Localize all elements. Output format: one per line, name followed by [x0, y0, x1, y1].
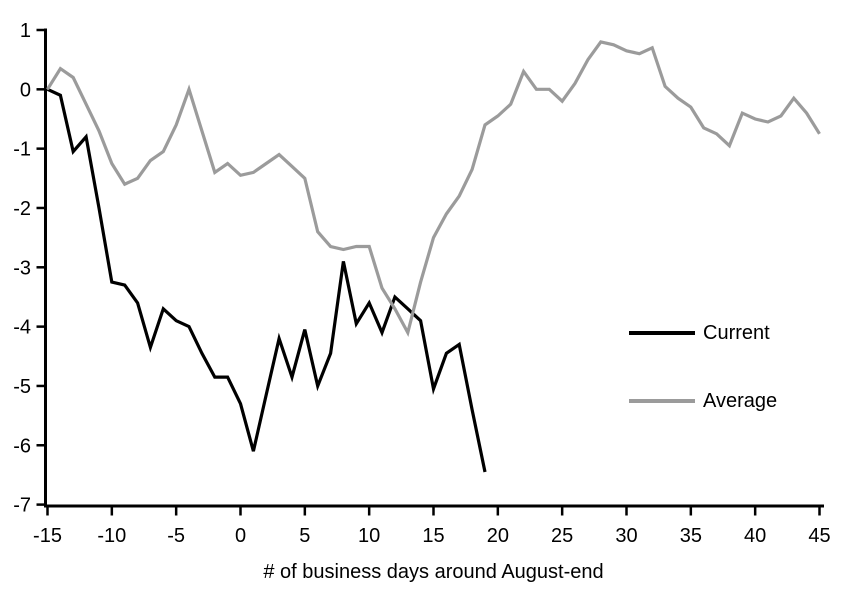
legend-item-average: Average — [629, 388, 777, 414]
series-line-average — [46, 40, 821, 337]
x-axis-title: # of business days around August-end — [263, 561, 604, 583]
x-tick-label: 0 — [235, 525, 246, 547]
x-tick-label: -5 — [167, 525, 185, 547]
legend-label-average: Average — [703, 390, 778, 412]
x-tick-label: 15 — [422, 525, 444, 547]
y-tick-label: -1 — [13, 139, 31, 161]
legend-line-current — [629, 331, 695, 335]
x-tick-label: 25 — [551, 525, 573, 547]
y-tick-label: -6 — [13, 435, 31, 457]
y-tick-label: -5 — [13, 376, 31, 398]
x-tick-label: 10 — [358, 525, 380, 547]
legend-line-average — [629, 399, 695, 403]
y-tick-label: -3 — [13, 257, 31, 279]
legend: Current Average — [629, 320, 777, 414]
x-tick-label: -15 — [33, 525, 62, 547]
y-tick-label: 0 — [20, 79, 31, 101]
x-tick-label: 20 — [487, 525, 509, 547]
legend-item-current: Current — [629, 320, 777, 346]
y-tick-label: -4 — [13, 317, 31, 339]
x-tick-label: 40 — [744, 525, 766, 547]
x-tick-label: 35 — [680, 525, 702, 547]
x-tick-label: 5 — [299, 525, 310, 547]
y-tick-label: -7 — [13, 495, 31, 517]
y-tick-label: -2 — [13, 198, 31, 220]
x-tick-label: 45 — [808, 525, 830, 547]
legend-label-current: Current — [703, 322, 770, 344]
x-tick-label: -10 — [97, 525, 126, 547]
x-tick-label: 30 — [615, 525, 637, 547]
y-tick-label: 1 — [20, 20, 31, 42]
